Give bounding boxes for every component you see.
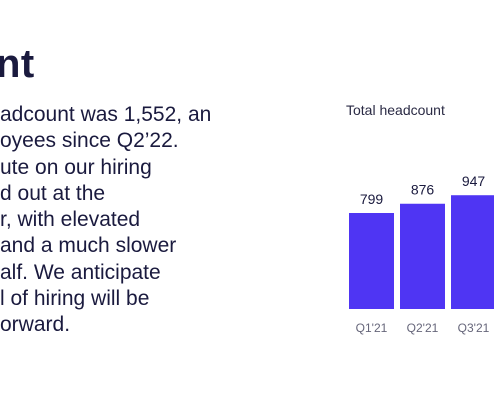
data-label: 799: [360, 191, 384, 207]
x-tick-label: Q1'21: [356, 321, 388, 335]
bar-Q2'21: [400, 203, 445, 309]
body-paragraph: adcount was 1,552, an oyees since Q2’22.…: [0, 102, 211, 339]
data-label: 947: [462, 173, 486, 189]
x-tick-label: Q3'21: [458, 321, 490, 335]
paragraph-line: and a much slower: [0, 234, 177, 258]
paragraph-line: d out at the: [0, 181, 106, 205]
chart-title: Total headcount: [346, 102, 445, 118]
x-tick-label: Q2'21: [407, 321, 439, 335]
paragraph-line: l of hiring will be: [0, 287, 150, 311]
paragraph-line: r, with elevated: [0, 208, 141, 232]
bar-Q3'21: [451, 195, 494, 309]
paragraph-line: adcount was 1,552, an: [0, 103, 212, 126]
page-title: nt: [0, 42, 35, 86]
paragraph-line: alf. We anticipate: [0, 260, 161, 284]
paragraph-line: oyees since Q2’22.: [0, 129, 179, 153]
data-label: 876: [411, 182, 435, 198]
paragraph-line: ute on our hiring: [0, 155, 152, 179]
bar-Q1'21: [349, 213, 394, 309]
paragraph-line: orward.: [0, 313, 71, 337]
